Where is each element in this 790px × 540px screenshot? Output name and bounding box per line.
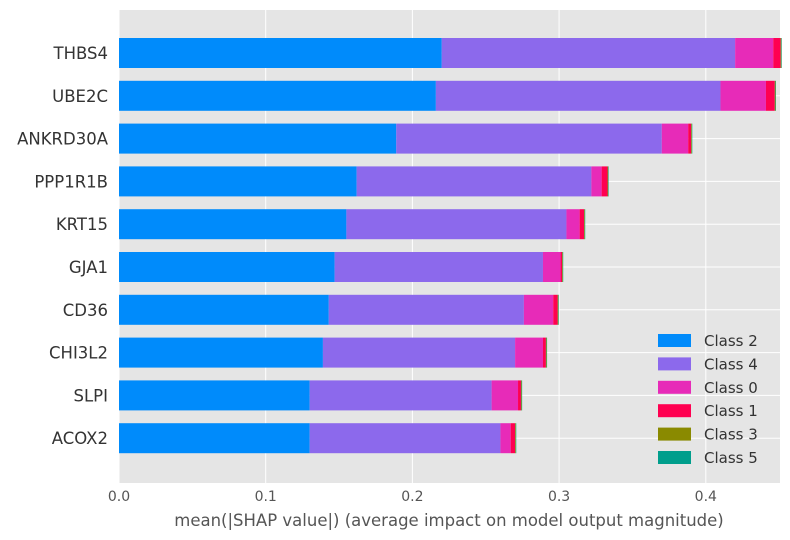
bar-ankrd30a-class-4: [396, 123, 662, 154]
x-tick-label: 0.1: [255, 489, 277, 505]
x-tick-labels: 0.0 0.1 0.2 0.3 0.4: [108, 489, 717, 505]
bar-krt15-class-3: [584, 209, 585, 240]
bar-krt15-class-1: [579, 209, 585, 240]
x-tick-label: 0.4: [695, 489, 717, 505]
bar-chi3l2-class-4: [322, 337, 516, 368]
legend-swatch: [658, 404, 691, 418]
y-tick-label: SLPI: [74, 386, 108, 405]
x-axis-label: mean(|SHAP value|) (average impact on mo…: [174, 511, 724, 530]
bar-acox2-class-4: [309, 423, 501, 454]
bar-gja1-class-4: [334, 252, 543, 282]
bar-krt15-class-0: [566, 209, 580, 240]
legend-label: Class 2: [704, 332, 758, 350]
bar-cd36-class-1: [553, 294, 558, 325]
bar-chi3l2-class-1: [542, 337, 546, 368]
bar-cd36-class-0: [523, 294, 554, 325]
y-tick-label: CHI3L2: [49, 344, 108, 363]
bar-cd36-class-3: [557, 294, 559, 325]
legend-swatch: [658, 357, 691, 371]
bar-ankrd30a-class-3: [691, 123, 692, 154]
bar-acox2-class-3: [515, 423, 516, 454]
bars: [119, 38, 782, 454]
legend-label: Class 3: [704, 426, 758, 444]
y-tick-labels: THBS4 UBE2C ANKRD30A PPP1R1B KRT15 GJA1 CD36 CH…: [17, 44, 109, 448]
x-tick-label: 0.3: [548, 489, 570, 505]
y-tick-label: UBE2C: [52, 87, 108, 106]
bar-slpi-class-0: [491, 380, 519, 411]
y-tick-label: PPP1R1B: [34, 172, 108, 191]
bar-slpi-class-4: [309, 380, 492, 411]
bar-ankrd30a-class-0: [661, 123, 689, 154]
bar-acox2-class-0: [500, 423, 511, 454]
legend-label: Class 5: [704, 449, 758, 467]
bar-thbs4-class-4: [441, 38, 736, 68]
bar-thbs4-class-3: [780, 38, 782, 68]
legend-label: Class 4: [704, 355, 758, 373]
bar-ppp1r1b-class-4: [356, 166, 592, 197]
y-tick-label: KRT15: [56, 215, 108, 234]
legend-swatch: [658, 334, 691, 347]
x-tick-label: 0.0: [108, 489, 130, 505]
bar-ube2c-class-2: [119, 80, 436, 111]
legend-swatch: [658, 380, 691, 394]
legend-swatch: [658, 427, 691, 441]
bar-chi3l2-class-3: [545, 337, 547, 368]
bar-ppp1r1b-class-2: [119, 166, 357, 197]
legend-label: Class 1: [704, 402, 758, 420]
bar-acox2-class-1: [510, 423, 516, 454]
bar-krt15-class-2: [119, 209, 347, 240]
bar-thbs4-class-2: [119, 38, 442, 68]
bar-ube2c-class-3: [774, 80, 776, 111]
bar-cd36-class-2: [119, 294, 329, 325]
bar-slpi-class-3: [520, 380, 522, 411]
bar-chi3l2-class-2: [119, 337, 323, 368]
bar-krt15-class-4: [346, 209, 567, 240]
bar-acox2-class-2: [119, 423, 310, 454]
legend: Class 2 Class 4 Class 0 Class 1 Class 3 Class…: [658, 332, 758, 467]
y-tick-label: ANKRD30A: [17, 130, 109, 149]
bar-gja1-class-1: [560, 252, 563, 282]
bar-ppp1r1b-class-0: [591, 166, 602, 197]
bar-cd36-class-4: [328, 294, 524, 325]
bar-slpi-class-2: [119, 380, 310, 411]
bar-thbs4-class-0: [735, 38, 774, 68]
bar-chi3l2-class-0: [515, 337, 543, 368]
bar-gja1-class-3: [562, 252, 563, 282]
bar-slpi-class-1: [518, 380, 521, 411]
bar-ppp1r1b-class-3: [607, 166, 609, 197]
bar-gja1-class-0: [542, 252, 561, 282]
legend-label: Class 0: [704, 379, 758, 397]
y-tick-label: GJA1: [69, 258, 108, 277]
bar-ube2c-class-0: [720, 80, 766, 111]
bar-ankrd30a-class-2: [119, 123, 397, 154]
bar-ube2c-class-4: [435, 80, 721, 111]
y-tick-label: ACOX2: [52, 429, 108, 448]
bar-ube2c-class-1: [765, 80, 775, 111]
legend-swatch: [658, 451, 691, 464]
y-tick-label: THBS4: [53, 44, 109, 63]
bar-thbs4-class-1: [773, 38, 781, 68]
bar-gja1-class-2: [119, 252, 335, 282]
y-tick-label: CD36: [63, 301, 108, 320]
x-tick-label: 0.2: [401, 489, 423, 505]
bar-ankrd30a-class-1: [688, 123, 692, 154]
bar-ppp1r1b-class-1: [601, 166, 608, 197]
